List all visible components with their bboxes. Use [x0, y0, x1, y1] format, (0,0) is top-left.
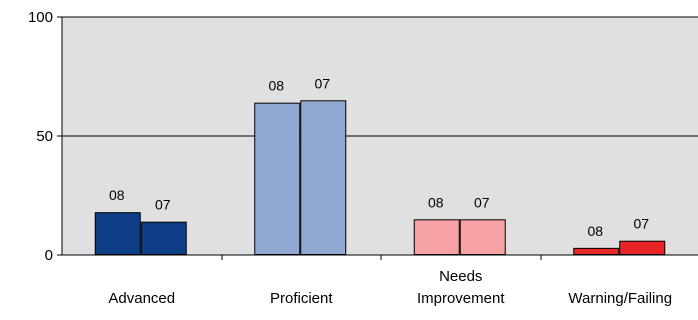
bar-label-08: 08	[428, 194, 444, 210]
bars-group	[94, 100, 666, 256]
bar-08-2	[413, 219, 460, 256]
bar-07-3	[619, 240, 666, 256]
x-tick-label: Improvement	[417, 290, 505, 307]
x-tick-label: Warning/Failing	[568, 290, 672, 307]
bar-label-08: 08	[268, 78, 284, 94]
bar-07-1	[300, 100, 347, 255]
bar-label-08: 08	[109, 187, 125, 203]
bar-label-07: 07	[314, 75, 330, 91]
y-tick-label: 0	[45, 247, 53, 264]
bar-08-3	[573, 247, 620, 256]
y-axis-ticks: 0 50 100	[28, 9, 62, 264]
bar-label-08: 08	[587, 223, 603, 239]
x-tick-label: Needs	[439, 268, 482, 285]
bar-label-07: 07	[633, 216, 649, 232]
y-tick-label: 100	[28, 9, 53, 26]
bar-08-1	[254, 102, 301, 256]
bar-07-0	[140, 221, 187, 255]
y-tick-label: 50	[36, 128, 53, 145]
x-tick-label: Advanced	[108, 290, 175, 307]
bar-labels-group: 08 07 08 07 08 07 08 07	[109, 75, 649, 239]
x-axis-ticks: Advanced Proficient Needs Improvement Warnin…	[108, 255, 672, 307]
bar-08-0	[94, 212, 141, 256]
x-tick-label: Proficient	[270, 290, 333, 307]
bar-label-07: 07	[474, 194, 490, 210]
bar-07-2	[459, 219, 506, 256]
bar-label-07: 07	[155, 197, 171, 213]
